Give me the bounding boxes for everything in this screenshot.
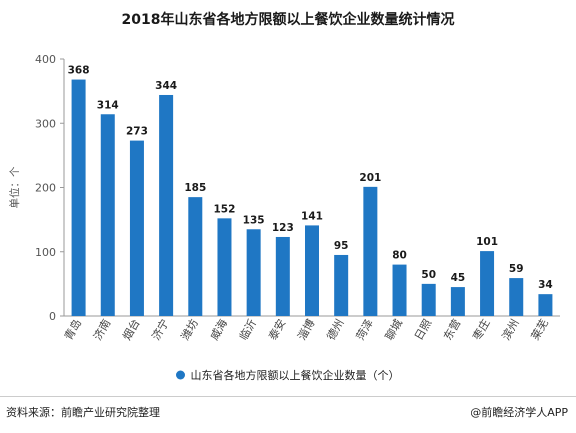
bar-0 [71, 79, 86, 316]
category-label: 日照 [412, 317, 434, 343]
category-label: 潍坊 [178, 317, 201, 343]
y-tick-label: 300 [35, 117, 56, 130]
bar-11 [392, 264, 407, 316]
bars [71, 79, 553, 316]
value-label: 34 [538, 279, 553, 291]
value-label: 123 [272, 222, 294, 234]
category-label: 济南 [90, 317, 113, 343]
bar-13 [450, 287, 465, 316]
category-label: 莱芜 [528, 317, 551, 343]
y-axis-label: 单位：个 [8, 166, 21, 208]
bar-8 [305, 225, 319, 316]
category-label: 东营 [440, 317, 463, 343]
category-label: 泰安 [265, 317, 288, 343]
category-label: 德州 [324, 317, 347, 343]
value-label: 368 [68, 65, 90, 77]
y-tick-label: 200 [35, 182, 56, 195]
value-label: 344 [155, 80, 177, 92]
value-label: 101 [476, 236, 498, 248]
chart-title: 2018年山东省各地方限额以上餐饮企业数量统计情况 [121, 12, 455, 28]
category-label: 淄博 [295, 317, 317, 343]
bar-1 [100, 114, 115, 316]
bar-5 [217, 218, 232, 316]
legend: 山东省各地方限额以上餐饮企业数量（个） [176, 368, 400, 382]
footer-divider [0, 396, 576, 397]
bar-12 [421, 283, 436, 316]
category-label: 威海 [207, 317, 230, 343]
category-label: 枣庄 [470, 317, 493, 343]
category-label: 济宁 [149, 317, 172, 343]
y-tick-label: 400 [35, 53, 56, 66]
footer-source: 资料来源：前瞻产业研究院整理 [6, 406, 160, 419]
category-label: 烟台 [119, 317, 142, 343]
bar-7 [275, 236, 290, 316]
value-label: 95 [334, 240, 349, 252]
category-label: 菏泽 [354, 317, 376, 343]
y-tick-label: 0 [49, 310, 56, 323]
legend-label: 山东省各地方限额以上餐饮企业数量（个） [191, 368, 400, 382]
bar-16 [538, 294, 553, 316]
category-label: 聊城 [382, 317, 405, 343]
footer-brand: @前瞻经济学人APP [470, 406, 568, 419]
value-label: 45 [451, 272, 466, 284]
value-label: 141 [301, 210, 323, 222]
bar-2 [129, 140, 144, 316]
bar-4 [188, 197, 203, 316]
bar-6 [246, 229, 261, 316]
value-label: 314 [97, 99, 119, 111]
bar-14 [480, 251, 495, 316]
bar-10 [363, 186, 378, 316]
value-label: 135 [243, 214, 265, 226]
value-label: 273 [126, 126, 148, 138]
bar-3 [159, 94, 174, 316]
value-label: 185 [184, 182, 206, 194]
y-tick-label: 100 [35, 246, 56, 259]
legend-marker [176, 370, 185, 380]
category-label: 青岛 [61, 317, 84, 343]
bar-9 [334, 254, 349, 316]
bar-15 [509, 278, 524, 316]
category-label: 滨州 [499, 317, 522, 343]
value-label: 201 [359, 172, 381, 184]
category-label: 临沂 [236, 317, 259, 343]
value-label: 152 [214, 203, 236, 215]
value-label: 59 [509, 263, 524, 275]
value-label: 80 [392, 250, 407, 262]
value-label: 50 [421, 269, 436, 281]
